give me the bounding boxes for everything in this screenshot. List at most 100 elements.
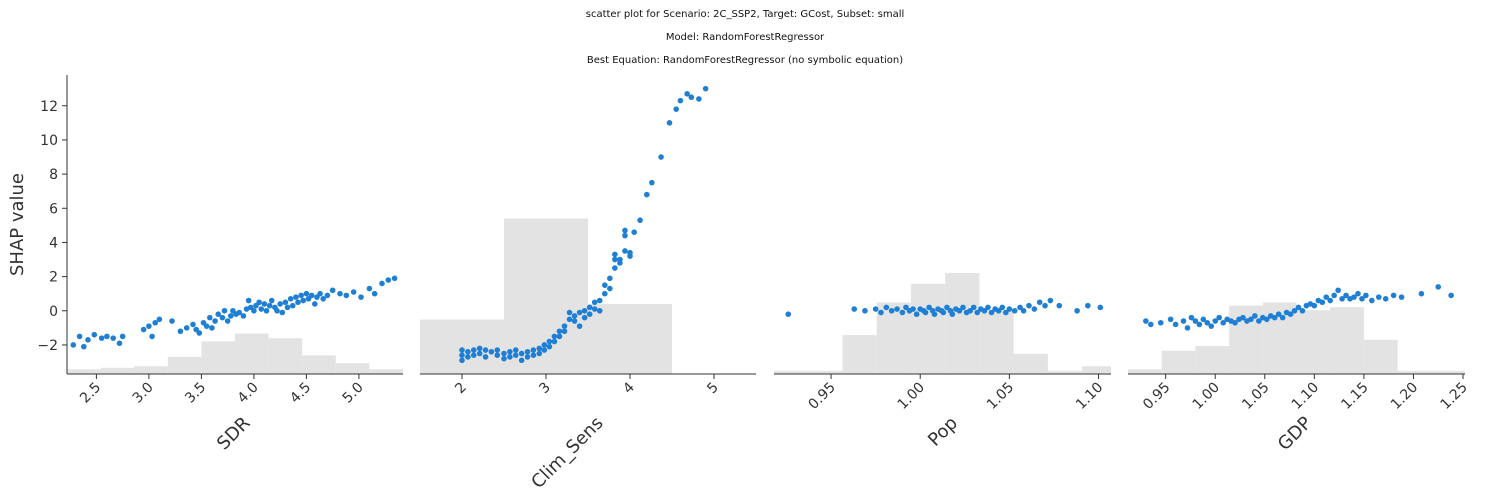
panel-sdr-point — [282, 299, 289, 306]
panel-sdr-point — [207, 314, 213, 321]
panel-clim-sens-point — [556, 328, 563, 335]
panel-pop-point — [910, 306, 916, 312]
panel-gdp-hist-bar — [1397, 370, 1432, 374]
panel-clim-sens-point — [666, 120, 673, 126]
panel-clim-sens-point — [530, 352, 537, 359]
panel-clim-sens-point — [551, 338, 558, 345]
panel-gdp-point — [1232, 319, 1238, 326]
panel-pop-point — [883, 304, 890, 311]
panel-gdp-point — [1204, 319, 1211, 326]
panel-clim-sens-point — [622, 248, 628, 254]
panel-sdr-x-tick-label: 4.5 — [287, 380, 314, 407]
panel-gdp-point — [1147, 321, 1154, 328]
panel-clim-sens-point — [501, 350, 507, 357]
panel-clim-sens-point — [470, 352, 477, 359]
panel-clim-sens-hist-bar — [420, 319, 504, 374]
panel-clim-sens-point — [507, 348, 513, 355]
panel-sdr-point — [284, 304, 291, 311]
panel-pop-point — [922, 309, 929, 316]
panel-pop-point — [940, 309, 947, 316]
y-axis-label: SHAP value — [7, 173, 28, 276]
panel-clim-sens-point — [566, 309, 573, 316]
panel-pop-x-tick-label: 1.00 — [895, 380, 928, 413]
panel-gdp-point — [1319, 299, 1326, 306]
panel-pop-point — [1036, 299, 1043, 306]
panel-gdp-x-tick-label: 1.25 — [1437, 380, 1470, 413]
panel-clim-sens-point — [617, 260, 623, 266]
panel-sdr-point — [116, 340, 123, 347]
panel-sdr-point — [298, 292, 304, 299]
panel-clim-sens-point — [546, 338, 553, 345]
panel-clim-sens-point — [596, 297, 603, 304]
panel-sdr-point — [146, 323, 152, 329]
panel-gdp-point — [1172, 321, 1179, 328]
panel-pop-hist-bar — [842, 335, 877, 374]
panel-sdr-point — [287, 296, 294, 302]
panel-sdr-hist-bar — [201, 341, 235, 374]
panel-sdr-point — [236, 309, 242, 316]
panel-clim-sens-point — [612, 265, 618, 271]
panel-gdp-point — [1327, 297, 1333, 304]
panel-gdp-hist-bar — [1229, 305, 1263, 374]
panel-clim-sens-point — [465, 354, 471, 360]
panel-sdr-point — [268, 297, 275, 304]
panel-gdp-point — [1291, 307, 1298, 314]
panel-sdr-point — [140, 326, 147, 333]
panel-clim-sens-point — [586, 304, 593, 311]
panel-pop-point — [1011, 307, 1018, 314]
panel-pop-point — [1002, 309, 1009, 316]
panel-sdr-x-axis-label: SDR — [213, 413, 255, 455]
panel-pop-point — [785, 311, 792, 318]
panel-sdr-point — [240, 313, 247, 319]
panel-clim-sens-point — [673, 106, 679, 112]
panel-sdr-point — [203, 323, 210, 329]
panel-sdr-point — [350, 289, 357, 295]
panel-sdr-point — [104, 333, 110, 340]
panel-gdp-x-tick-label: 1.10 — [1289, 380, 1322, 413]
panel-clim-sens-point — [622, 227, 628, 234]
panel-pop-x-tick-label: 1.05 — [984, 380, 1017, 413]
panel-clim-sens-point — [622, 232, 628, 239]
panel-sdr-point — [169, 318, 175, 324]
panel-clim-sens-point — [476, 345, 483, 352]
panel-clim-sens-point — [571, 313, 578, 319]
y-tick-label: 2 — [49, 270, 58, 286]
panel-sdr-point — [343, 292, 350, 299]
panel-pop-point — [1085, 302, 1091, 309]
panel-sdr-point — [300, 297, 307, 304]
panel-gdp-point — [1143, 318, 1149, 324]
panel-sdr-hist-bar — [369, 369, 403, 374]
chart-title: scatter plot for Scenario: 2C_SSP2, Targ… — [585, 9, 905, 20]
panel-sdr-point — [303, 290, 310, 297]
panel-pop-point — [949, 311, 956, 318]
panel-sdr-point — [251, 307, 257, 314]
panel-gdp-point — [1331, 292, 1337, 299]
panel-pop-point — [1006, 306, 1013, 312]
panel-gdp-point — [1188, 314, 1195, 321]
y-tick-label: 10 — [40, 133, 58, 149]
panel-gdp-point — [1220, 319, 1226, 326]
panel-pop-x-tick-label: 1.10 — [1073, 380, 1106, 413]
panel-pop-point — [1042, 302, 1048, 309]
panel-pop-hist-bar — [979, 310, 1014, 374]
panel-gdp-point — [1295, 304, 1302, 311]
panel-clim-sens-point — [607, 275, 613, 282]
panel-gdp-point — [1271, 314, 1278, 321]
panel-sdr-point — [212, 318, 218, 324]
panel-gdp-hist-bar — [1363, 339, 1398, 374]
panel-sdr-point — [149, 333, 155, 340]
panel-pop-point — [926, 304, 932, 311]
panel-sdr-point — [358, 294, 364, 300]
panel-sdr-point — [215, 311, 221, 318]
panel-gdp-point — [1248, 316, 1254, 323]
panel-sdr-point — [308, 292, 315, 299]
panel-pop-point — [899, 309, 906, 316]
panel-gdp-point — [1355, 290, 1361, 297]
panel-gdp-point — [1192, 318, 1199, 324]
panel-clim-sens-x-axis-label: Clim_Sens — [527, 413, 607, 493]
panel-clim-sens-point — [581, 307, 588, 314]
panel-gdp-hist-bar — [1431, 370, 1465, 374]
panel-pop-point — [888, 307, 895, 314]
panel-pop-point — [913, 311, 920, 318]
